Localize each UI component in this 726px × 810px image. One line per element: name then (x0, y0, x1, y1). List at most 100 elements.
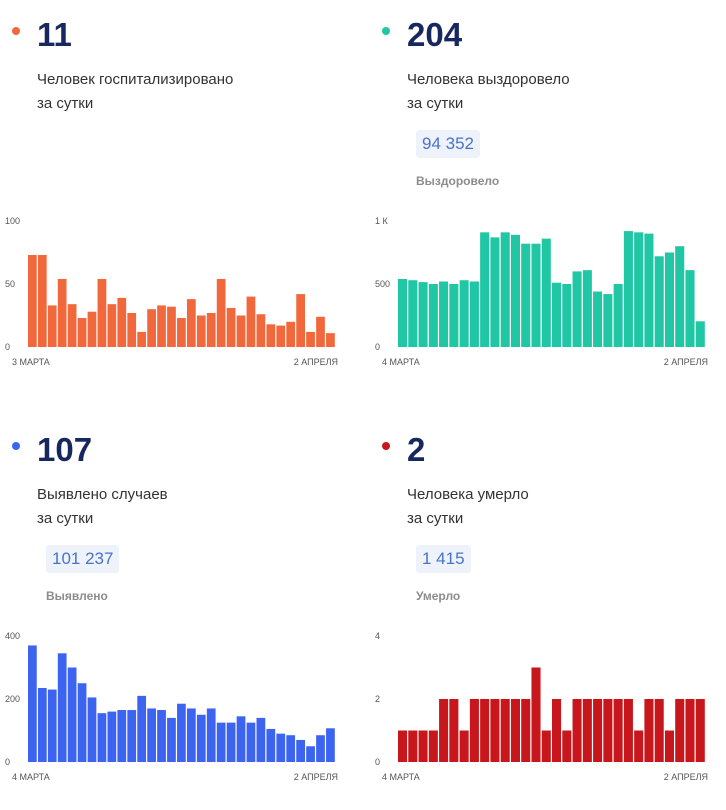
chart-bar (147, 309, 156, 347)
hospitalized-number: 11 (37, 16, 72, 53)
y-tick-label: 100 (5, 216, 20, 226)
chart-bar (510, 234, 520, 347)
x-end-label: 2 АПРЕЛЯ (294, 357, 338, 367)
chart-bar (177, 703, 186, 762)
chart-bar (97, 713, 107, 762)
chart-bar (127, 710, 137, 762)
chart-bar (67, 304, 77, 347)
chart-bar (97, 278, 107, 347)
chart-bar (521, 243, 531, 347)
chart-bar (480, 232, 490, 347)
chart-bar (623, 699, 633, 762)
recovered-description: Человека выздоровело за сутки (407, 68, 697, 116)
recovered-total-label: Выздоровело (416, 174, 500, 188)
cases-dot (12, 442, 20, 450)
y-tick-label: 1 К (375, 216, 389, 226)
cases-description: Выявлено случаев за сутки (37, 483, 327, 531)
chart-bar (644, 699, 654, 762)
deaths-desc-line1: Человека умерло (407, 486, 529, 503)
chart-svg: 4 2 04 МАРТА 2 АПРЕЛЯ (375, 631, 708, 782)
x-end-label: 2 АПРЕЛЯ (664, 772, 708, 782)
recovered-header: 204 (382, 16, 462, 60)
y-tick-label: 4 (375, 631, 380, 641)
chart-bar (664, 730, 674, 762)
chart-bar (167, 306, 176, 347)
chart-bar (186, 299, 196, 347)
chart-bar (562, 730, 572, 762)
recovered-chart: 1 К 500 0 4 МАРТА 2 АПРЕЛЯ (370, 205, 715, 390)
chart-bar (459, 730, 469, 762)
chart-bar (326, 333, 335, 347)
chart-bar (582, 270, 592, 347)
chart-bar (675, 246, 685, 347)
chart-bar (47, 689, 57, 762)
chart-svg: 400 200 04 МАРТА 2 АПРЕЛЯ (5, 631, 338, 782)
recovered-panel: 204 Человека выздоровело за сутки 94 352… (370, 0, 710, 390)
cases-total-badge: 101 237 (46, 545, 120, 573)
y-tick-label: 2 (375, 694, 380, 704)
chart-bar (654, 699, 664, 762)
x-start-label: 4 МАРТА (12, 772, 50, 782)
chart-bar (67, 667, 77, 762)
chart-bar (296, 294, 305, 347)
chart-bar (695, 699, 705, 762)
chart-bar (246, 296, 256, 347)
chart-bar (117, 710, 127, 762)
chart-bar (276, 733, 286, 762)
deaths-number: 2 (407, 431, 426, 468)
chart-bar (276, 325, 286, 347)
chart-bar (572, 271, 582, 347)
chart-bar (459, 280, 469, 347)
chart-bar (439, 281, 449, 347)
chart-bar (206, 708, 216, 762)
chart-bar (521, 699, 531, 762)
chart-bar (685, 699, 695, 762)
cases-desc-line2: за сутки (37, 510, 94, 527)
x-end-label: 2 АПРЕЛЯ (294, 772, 338, 782)
chart-bar (664, 252, 674, 347)
chart-bar (256, 314, 266, 347)
chart-bar (408, 280, 418, 347)
x-end-label: 2 АПРЕЛЯ (664, 357, 708, 367)
chart-bar (216, 722, 226, 763)
chart-bar (57, 653, 67, 762)
chart-bar (266, 324, 276, 347)
chart-bar (316, 316, 325, 347)
chart-bar (256, 717, 266, 762)
cases-header: 107 (12, 431, 92, 475)
chart-bar (572, 699, 582, 762)
chart-bar (137, 695, 147, 762)
chart-bar (246, 722, 256, 763)
chart-bar (541, 730, 551, 762)
recovered-dot (382, 27, 390, 35)
chart-bar (449, 284, 459, 347)
hospitalized-description: Человек госпитализировано за сутки (37, 68, 327, 116)
deaths-description: Человека умерло за сутки (407, 483, 697, 531)
chart-bar (236, 716, 246, 762)
chart-bar (196, 714, 206, 762)
chart-bar (28, 645, 37, 762)
hospitalized-desc-line2: за сутки (37, 95, 94, 112)
chart-bar (77, 318, 87, 347)
chart-bar (177, 318, 186, 347)
chart-bar (226, 722, 236, 763)
recovered-number: 204 (407, 16, 463, 53)
y-tick-label: 400 (5, 631, 20, 641)
chart-bar (206, 312, 216, 347)
chart-bar (634, 730, 644, 762)
y-tick-label: 500 (375, 279, 390, 289)
chart-bar (500, 232, 510, 347)
hospitalized-chart: 100 50 0 3 МАРТА 2 АПРЕЛЯ (0, 205, 345, 390)
hospitalized-panel: 11 Человек госпитализировано за сутки 10… (0, 0, 340, 390)
chart-bar (236, 315, 246, 347)
chart-bar (296, 739, 305, 762)
chart-bar (286, 735, 296, 762)
chart-bar (316, 735, 325, 762)
chart-bar (593, 291, 603, 347)
chart-bar (541, 238, 551, 347)
chart-bar (226, 307, 236, 347)
deaths-desc-line2: за сутки (407, 510, 464, 527)
recovered-desc-line1: Человека выздоровело (407, 71, 570, 88)
chart-bar (582, 699, 592, 762)
